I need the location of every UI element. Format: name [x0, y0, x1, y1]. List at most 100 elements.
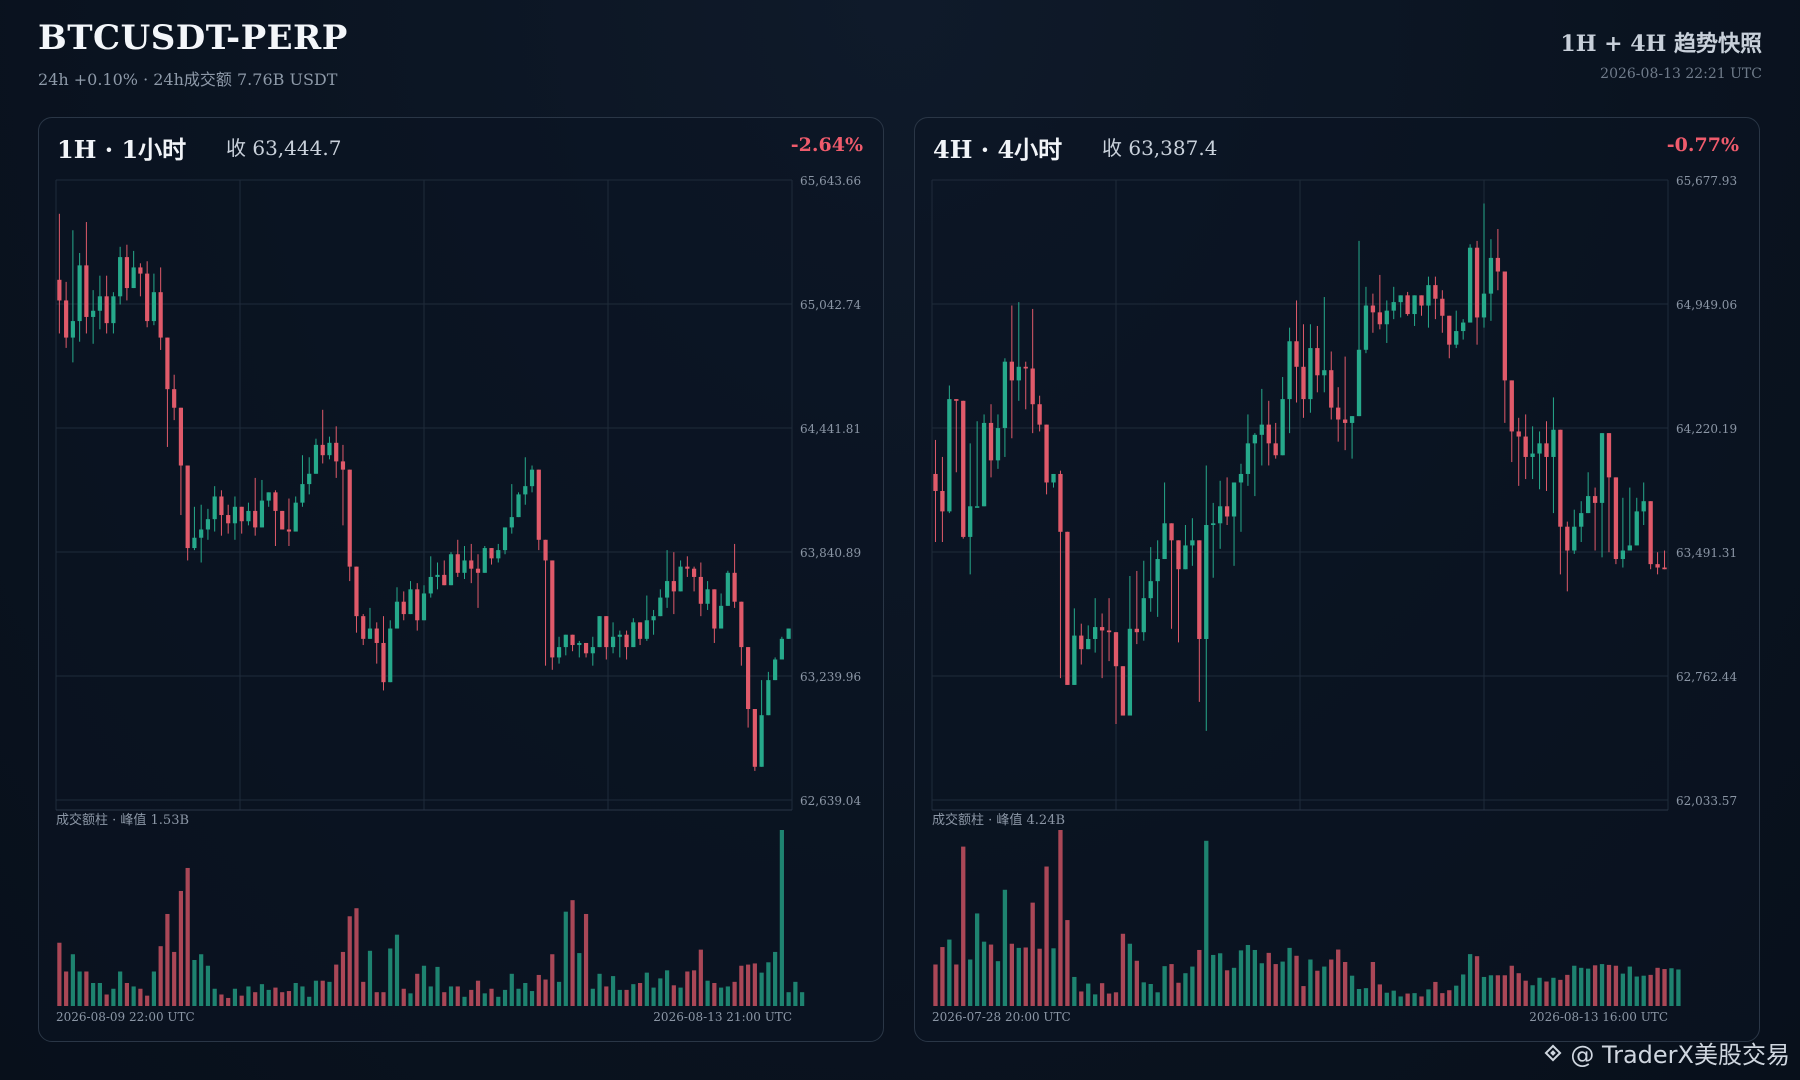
candle-body[interactable] [556, 647, 562, 658]
volume-bar[interactable] [367, 950, 373, 1006]
volume-bar[interactable] [759, 972, 764, 1006]
volume-bar[interactable] [185, 867, 190, 1006]
candle-body[interactable] [1294, 341, 1299, 367]
candle-body[interactable] [933, 473, 938, 491]
volume-bar[interactable] [1502, 975, 1507, 1006]
volume-bar[interactable] [1426, 989, 1431, 1006]
volume-bar[interactable] [1440, 993, 1445, 1006]
candle-body[interactable] [1273, 443, 1278, 456]
volume-bar[interactable] [1488, 975, 1494, 1006]
volume-bar[interactable] [1516, 973, 1521, 1006]
volume-bar[interactable] [779, 830, 784, 1006]
volume-bar[interactable] [158, 946, 163, 1006]
volume-bar[interactable] [583, 913, 589, 1006]
candle-body[interactable] [1106, 630, 1112, 633]
volume-bar[interactable] [1370, 962, 1376, 1006]
volume-bar[interactable] [415, 973, 420, 1006]
candle-body[interactable] [529, 469, 535, 487]
volume-bar[interactable] [1002, 889, 1008, 1006]
volume-bar[interactable] [354, 908, 359, 1006]
candle-body[interactable] [1426, 285, 1431, 306]
candle-body[interactable] [1231, 482, 1237, 517]
volume-bar[interactable] [455, 986, 460, 1006]
candle-body[interactable] [320, 444, 325, 456]
volume-bar[interactable] [725, 986, 730, 1006]
volume-bar[interactable] [232, 988, 238, 1006]
candle-body[interactable] [1634, 511, 1639, 546]
candle-body[interactable] [401, 601, 406, 615]
candle-body[interactable] [212, 496, 217, 520]
volume-bar[interactable] [1461, 974, 1466, 1006]
candle-body[interactable] [70, 321, 75, 338]
candle-body[interactable] [570, 634, 575, 646]
volume-bar[interactable] [374, 992, 379, 1006]
volume-bar[interactable] [1217, 953, 1223, 1006]
candle-body[interactable] [388, 628, 393, 683]
volume-bar[interactable] [1641, 975, 1646, 1006]
volume-bar[interactable] [610, 976, 616, 1006]
candle-body[interactable] [1412, 295, 1417, 315]
candle-body[interactable] [637, 622, 643, 639]
candle-body[interactable] [496, 550, 501, 559]
volume-bar[interactable] [1676, 969, 1681, 1006]
candle-body[interactable] [1370, 305, 1376, 313]
candle-body[interactable] [199, 529, 204, 538]
volume-bar[interactable] [1079, 991, 1084, 1006]
volume-bar[interactable] [1183, 973, 1188, 1006]
candle-body[interactable] [1544, 443, 1549, 457]
volume-bar[interactable] [1509, 965, 1514, 1006]
candle-body[interactable] [1058, 473, 1063, 532]
volume-bar[interactable] [1037, 948, 1042, 1006]
candle-body[interactable] [1579, 513, 1584, 527]
volume-bar[interactable] [1044, 866, 1049, 1006]
candle-body[interactable] [1093, 627, 1098, 639]
candle-body[interactable] [1606, 433, 1612, 478]
candle-body[interactable] [773, 659, 778, 681]
volume-bar[interactable] [1322, 966, 1327, 1006]
candle-body[interactable] [725, 572, 730, 606]
volume-bar[interactable] [489, 988, 494, 1006]
candle-body[interactable] [746, 647, 751, 710]
volume-bar[interactable] [658, 978, 663, 1006]
volume-bar[interactable] [1287, 947, 1292, 1006]
candle-body[interactable] [64, 300, 69, 338]
candlestick-chart-4h[interactable]: 65,677.93 64,949.06 64,220.19 63,491.31 62,7… [915, 118, 1761, 1043]
volume-bar[interactable] [1391, 990, 1396, 1006]
volume-bar[interactable] [550, 954, 555, 1006]
candle-body[interactable] [1467, 247, 1473, 323]
volume-bar[interactable] [1051, 948, 1056, 1006]
candle-body[interactable] [124, 257, 129, 289]
candle-body[interactable] [1322, 370, 1327, 376]
candle-body[interactable] [475, 568, 481, 573]
candle-body[interactable] [1072, 635, 1077, 685]
candle-body[interactable] [1051, 473, 1056, 483]
candle-body[interactable] [334, 442, 339, 462]
candle-body[interactable] [253, 510, 258, 528]
volume-bar[interactable] [448, 986, 454, 1006]
volume-bar[interactable] [1481, 976, 1487, 1006]
volume-bar[interactable] [644, 972, 649, 1006]
volume-bar[interactable] [961, 846, 966, 1006]
volume-bar[interactable] [1669, 968, 1674, 1006]
candle-body[interactable] [347, 469, 352, 567]
candle-body[interactable] [1419, 295, 1424, 306]
candle-body[interactable] [981, 422, 987, 507]
candle-body[interactable] [1037, 404, 1042, 425]
candle-body[interactable] [1509, 380, 1514, 432]
candle-body[interactable] [1516, 431, 1521, 437]
volume-bar[interactable] [940, 947, 945, 1006]
volume-bar[interactable] [1280, 961, 1285, 1006]
candle-body[interactable] [954, 399, 959, 401]
candle-body[interactable] [1391, 302, 1396, 311]
volume-bar[interactable] [1579, 967, 1584, 1006]
candle-body[interactable] [219, 496, 224, 516]
candle-body[interactable] [1120, 666, 1126, 716]
volume-bar[interactable] [381, 992, 386, 1006]
volume-bar[interactable] [482, 993, 487, 1006]
candle-body[interactable] [610, 636, 616, 648]
candle-body[interactable] [469, 560, 474, 569]
candle-body[interactable] [1259, 424, 1264, 435]
candle-body[interactable] [280, 510, 285, 530]
volume-bar[interactable] [577, 953, 582, 1006]
candle-body[interactable] [1627, 545, 1632, 551]
